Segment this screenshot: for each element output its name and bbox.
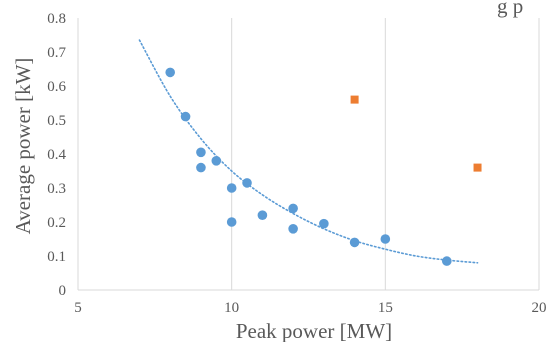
data-point-square (350, 95, 359, 104)
y-tick-label: 0.6 (47, 79, 66, 95)
data-point-circle (288, 224, 298, 234)
partial-title-fragment: g p (497, 0, 523, 18)
data-point-circle (242, 178, 252, 188)
data-point-circle (349, 237, 360, 248)
data-point-circle (380, 234, 391, 244)
data-point-circle (196, 162, 206, 173)
data-point-circle (165, 67, 175, 78)
data-point-circle (196, 147, 206, 158)
x-axis-title: Peak power [MW] (236, 319, 392, 342)
x-tick-labels: 5 10 15 20 (74, 300, 546, 316)
y-tick-label: 0.7 (47, 45, 66, 61)
y-tick-label: 0.8 (47, 11, 66, 27)
grid (77, 18, 540, 291)
x-tick-label: 10 (224, 300, 239, 316)
y-tick-labels: 0 0.1 0.2 0.3 0.4 0.5 0.6 0.7 0.8 (47, 11, 66, 299)
points-layer (165, 67, 482, 266)
data-point-circle (442, 256, 452, 266)
x-tick-label: 20 (532, 300, 547, 316)
data-point-square (473, 163, 482, 172)
data-point-circle (226, 217, 237, 227)
data-point-circle (319, 218, 329, 229)
y-axis-title: Average power [kW] (11, 58, 35, 235)
data-point-circle (180, 111, 191, 122)
y-tick-label: 0.5 (47, 113, 66, 129)
trendline-layer (138, 39, 479, 264)
trendline (138, 39, 479, 264)
data-point-circle (257, 210, 268, 220)
x-tick-label: 15 (378, 300, 393, 316)
y-tick-label: 0.1 (47, 249, 66, 265)
data-point-circle (288, 203, 298, 214)
data-point-circle (211, 156, 222, 166)
x-tick-label: 5 (74, 300, 82, 316)
y-tick-label: 0 (59, 283, 67, 299)
y-tick-label: 0.2 (47, 215, 66, 231)
y-tick-label: 0.3 (47, 181, 66, 197)
y-tick-label: 0.4 (47, 147, 66, 163)
data-point-circle (226, 183, 237, 193)
